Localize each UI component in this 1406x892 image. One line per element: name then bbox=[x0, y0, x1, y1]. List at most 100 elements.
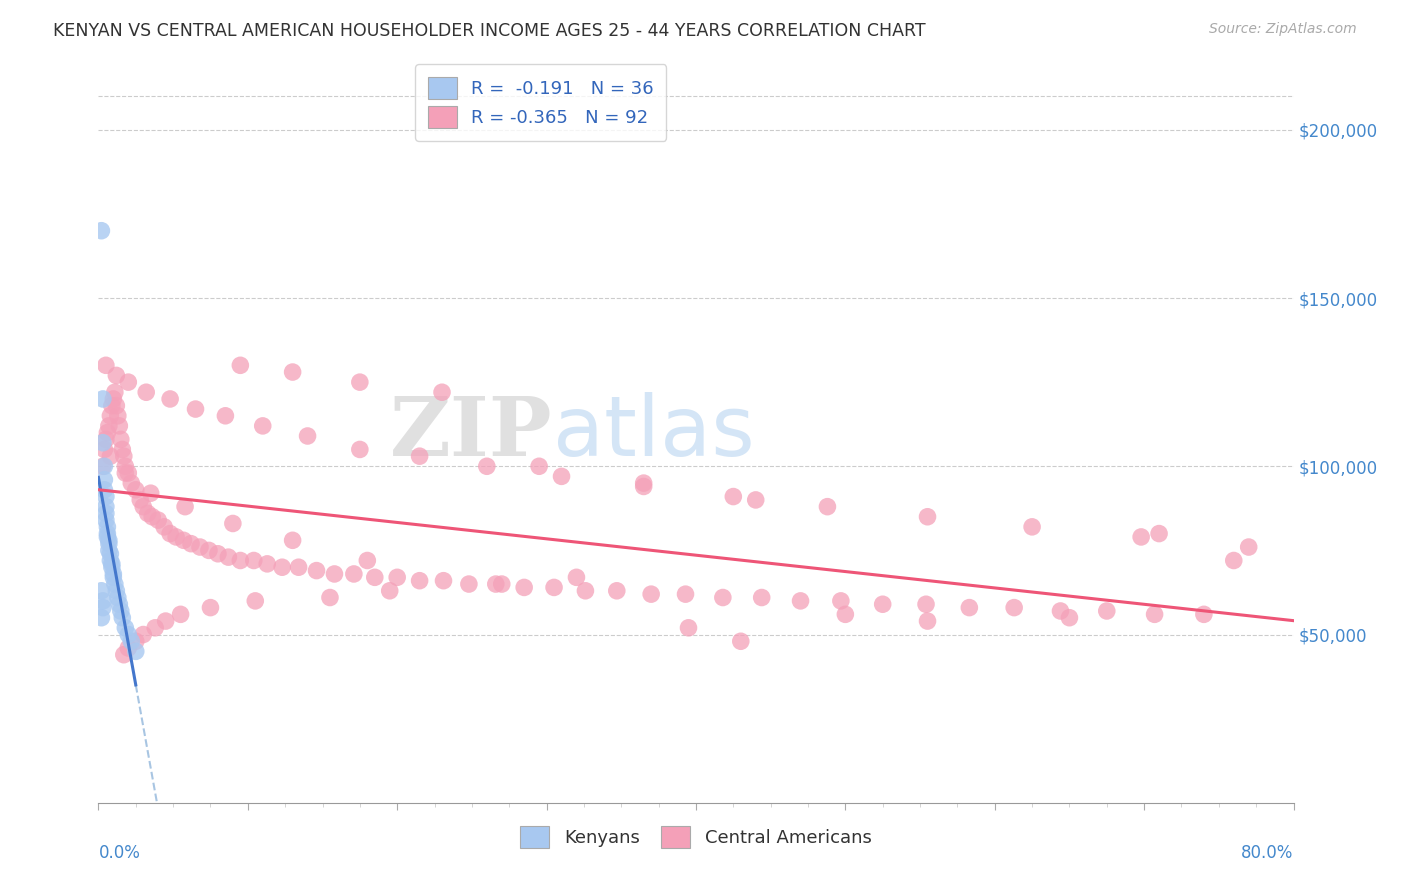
Point bbox=[180, 536, 202, 550]
Point bbox=[711, 591, 734, 605]
Point bbox=[96, 425, 118, 440]
Point bbox=[1223, 553, 1246, 567]
Point bbox=[94, 359, 117, 373]
Point bbox=[633, 476, 655, 491]
Point bbox=[101, 557, 124, 571]
Point bbox=[96, 530, 118, 544]
Point bbox=[132, 627, 155, 641]
Point bbox=[103, 392, 125, 406]
Point bbox=[107, 409, 129, 423]
Point bbox=[458, 577, 481, 591]
Point bbox=[153, 520, 176, 534]
Point bbox=[110, 604, 132, 618]
Point bbox=[188, 540, 211, 554]
Point bbox=[252, 418, 274, 433]
Point bbox=[94, 507, 117, 521]
Point bbox=[200, 600, 222, 615]
Point bbox=[229, 553, 252, 567]
Point bbox=[93, 483, 115, 497]
Point bbox=[917, 509, 939, 524]
Point bbox=[105, 368, 128, 383]
Point bbox=[114, 459, 136, 474]
Point bbox=[574, 583, 596, 598]
Point bbox=[378, 583, 401, 598]
Point bbox=[834, 607, 856, 622]
Point bbox=[94, 433, 117, 447]
Point bbox=[1049, 604, 1071, 618]
Point bbox=[169, 607, 191, 622]
Point bbox=[98, 553, 122, 567]
Point bbox=[1143, 607, 1166, 622]
Point bbox=[148, 513, 170, 527]
Point bbox=[222, 516, 245, 531]
Point bbox=[90, 583, 112, 598]
Point bbox=[1147, 526, 1170, 541]
Point bbox=[1192, 607, 1215, 622]
Point bbox=[723, 490, 745, 504]
Point bbox=[513, 581, 536, 595]
Point bbox=[751, 591, 773, 605]
Point bbox=[475, 459, 498, 474]
Point bbox=[120, 476, 142, 491]
Point bbox=[135, 385, 157, 400]
Point bbox=[96, 526, 118, 541]
Point bbox=[91, 594, 114, 608]
Point bbox=[117, 627, 139, 641]
Point bbox=[915, 597, 938, 611]
Point bbox=[730, 634, 752, 648]
Point bbox=[93, 473, 115, 487]
Point bbox=[120, 634, 142, 648]
Point bbox=[98, 449, 122, 463]
Point bbox=[114, 466, 136, 480]
Point bbox=[91, 600, 114, 615]
Point bbox=[543, 581, 565, 595]
Point bbox=[1059, 610, 1081, 624]
Point bbox=[108, 418, 131, 433]
Text: Source: ZipAtlas.com: Source: ZipAtlas.com bbox=[1209, 22, 1357, 37]
Point bbox=[97, 536, 120, 550]
Point bbox=[408, 449, 430, 463]
Point bbox=[91, 435, 114, 450]
Point bbox=[957, 600, 980, 615]
Point bbox=[173, 533, 195, 548]
Point bbox=[159, 392, 181, 406]
Point bbox=[91, 459, 114, 474]
Point bbox=[155, 614, 177, 628]
Point bbox=[174, 500, 197, 514]
Point bbox=[93, 459, 115, 474]
Point bbox=[117, 375, 139, 389]
Point bbox=[1237, 540, 1260, 554]
Point bbox=[159, 526, 181, 541]
Point bbox=[111, 610, 134, 624]
Point bbox=[815, 500, 838, 514]
Point bbox=[349, 375, 371, 389]
Point bbox=[527, 459, 550, 474]
Point bbox=[103, 566, 125, 581]
Point bbox=[1002, 600, 1025, 615]
Point bbox=[117, 466, 139, 480]
Point bbox=[606, 583, 628, 598]
Point bbox=[830, 594, 852, 608]
Point bbox=[117, 640, 139, 655]
Point bbox=[110, 433, 132, 447]
Point bbox=[136, 507, 159, 521]
Point bbox=[129, 492, 152, 507]
Point bbox=[789, 594, 811, 608]
Point bbox=[132, 500, 155, 514]
Point bbox=[98, 409, 122, 423]
Point bbox=[104, 385, 127, 400]
Legend: Kenyans, Central Americans: Kenyans, Central Americans bbox=[512, 816, 880, 856]
Point bbox=[633, 479, 655, 493]
Point bbox=[349, 442, 371, 457]
Point bbox=[125, 483, 148, 497]
Point bbox=[1130, 530, 1153, 544]
Point bbox=[432, 574, 454, 588]
Point bbox=[96, 520, 118, 534]
Point bbox=[675, 587, 697, 601]
Point bbox=[98, 547, 122, 561]
Point bbox=[105, 399, 128, 413]
Point bbox=[565, 570, 588, 584]
Text: 80.0%: 80.0% bbox=[1241, 844, 1294, 862]
Point bbox=[112, 648, 135, 662]
Point bbox=[105, 583, 128, 598]
